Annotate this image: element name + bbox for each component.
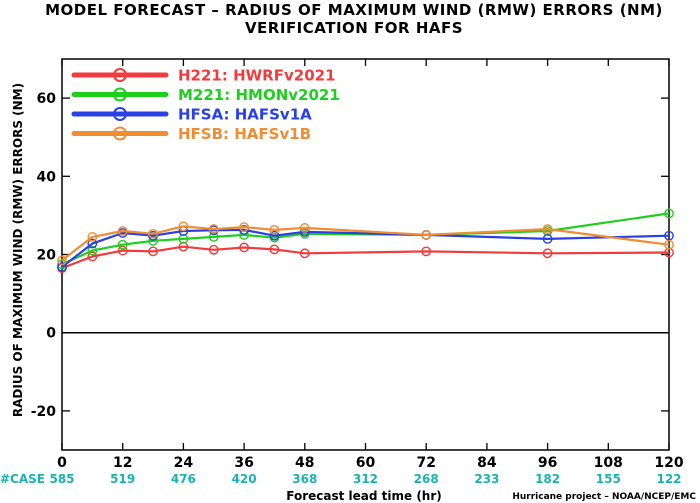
case-count: 268 xyxy=(414,472,439,486)
y-tick-label: -20 xyxy=(31,404,57,420)
series-point xyxy=(542,224,553,234)
series-point xyxy=(269,230,280,241)
series-point xyxy=(117,239,128,250)
series-point xyxy=(87,238,98,249)
x-tick-label: 0 xyxy=(57,455,67,471)
series-point xyxy=(269,224,280,235)
y-tick-label: 0 xyxy=(46,326,56,342)
x-tick-label: 108 xyxy=(594,455,623,471)
x-tick-label: 96 xyxy=(538,455,557,471)
case-count: 233 xyxy=(474,472,499,486)
case-count: 312 xyxy=(353,472,378,486)
legend-marker xyxy=(113,126,127,141)
series-line-4 xyxy=(61,225,670,262)
legend-label: HFSA: HAFSv1A xyxy=(178,106,312,124)
case-count: 155 xyxy=(596,472,621,486)
x-tick-label: 48 xyxy=(295,455,314,471)
series-point xyxy=(57,262,67,272)
x-tick-label: 24 xyxy=(174,455,194,471)
series-point xyxy=(239,242,250,253)
series-point xyxy=(148,246,158,257)
case-count: 519 xyxy=(110,472,135,486)
series-point xyxy=(299,248,310,259)
chart-title: MODEL FORECAST – RADIUS OF MAXIMUM WIND … xyxy=(45,1,663,19)
y-tick-label: 20 xyxy=(37,248,57,264)
series-point xyxy=(299,223,310,233)
series-point xyxy=(87,232,98,242)
series-point xyxy=(178,221,189,232)
plot-frame xyxy=(61,58,670,451)
series-point xyxy=(208,244,219,255)
series-point xyxy=(117,226,128,236)
series-point xyxy=(421,230,432,240)
series-point xyxy=(664,208,674,219)
series-point xyxy=(421,246,432,257)
x-tick-label: 60 xyxy=(356,455,376,471)
axis-ticks: -20 0 20 40 60 0 12 24 36 48 60 72 84 96 108 120 xyxy=(31,59,684,471)
case-count: 585 xyxy=(49,472,74,486)
x-tick-label: 12 xyxy=(113,455,132,471)
x-tick-label: 84 xyxy=(477,455,497,471)
case-count: 476 xyxy=(171,472,196,486)
series-layer xyxy=(57,208,674,274)
x-tick-label: 36 xyxy=(234,455,253,471)
series-point xyxy=(117,245,128,256)
case-count: 122 xyxy=(656,472,681,486)
legend-label: M221: HMONv2021 xyxy=(178,86,340,104)
series-point xyxy=(664,239,674,250)
case-count: 420 xyxy=(232,472,257,486)
credit-text: Hurricane project – NOAA/NCEP/EMC xyxy=(512,492,696,502)
legend-label: HFSB: HAFSv1B xyxy=(178,125,311,143)
series-point xyxy=(239,222,250,233)
legend-marker xyxy=(113,87,127,102)
y-axis-label: RADIUS OF MAXIMUM WIND (RMW) ERRORS (NM) xyxy=(11,83,25,417)
series-point xyxy=(148,228,158,239)
series-point xyxy=(87,251,98,262)
x-tick-label: 120 xyxy=(654,455,683,471)
case-count: 182 xyxy=(535,472,560,486)
case-label: #CASE xyxy=(0,472,45,486)
chart-subtitle: VERIFICATION FOR HAFS xyxy=(245,19,463,37)
case-counts: 585 519 476 420 368 312 268 233 182 155 122 xyxy=(49,472,681,486)
series-point xyxy=(269,244,280,255)
series-line-3 xyxy=(61,228,670,268)
series-point xyxy=(208,224,219,234)
series-point xyxy=(542,233,553,244)
series-point xyxy=(542,248,553,259)
legend-marker xyxy=(113,107,127,121)
series-point xyxy=(87,245,98,256)
series-point xyxy=(239,224,250,235)
x-axis-label: Forecast lead time (hr) xyxy=(286,489,442,503)
series-line-1 xyxy=(61,245,670,270)
y-tick-label: 40 xyxy=(37,169,57,185)
y-tick-label: 60 xyxy=(37,91,57,107)
legend-marker xyxy=(113,68,127,82)
x-tick-label: 72 xyxy=(416,455,435,471)
series-point xyxy=(57,255,67,266)
legend-label: H221: HWRFv2021 xyxy=(178,67,336,85)
case-count: 368 xyxy=(292,472,317,486)
